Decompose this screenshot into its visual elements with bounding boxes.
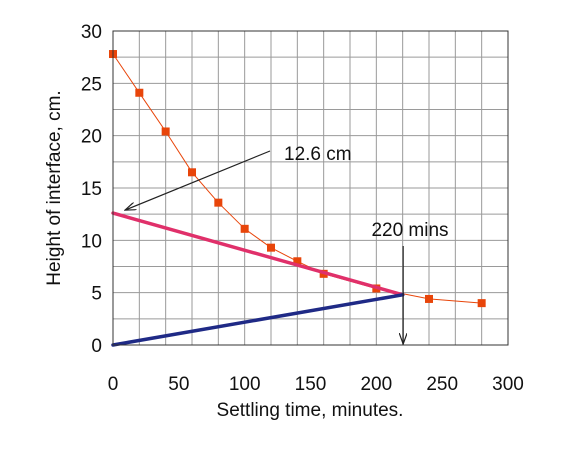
data-point	[161, 127, 170, 136]
y-tick-label: 5	[91, 284, 102, 305]
y-tick-label: 10	[81, 231, 102, 252]
y-tick-label: 30	[81, 22, 102, 43]
data-point	[240, 224, 249, 233]
annotations: 12.6 cm 220 mins	[125, 144, 449, 344]
series-line	[111, 211, 405, 297]
y-axis-label: Height of interface, cm.	[44, 90, 65, 285]
y-tick-label: 20	[81, 127, 102, 148]
x-tick-label: 0	[108, 374, 119, 395]
y-tick-label: 15	[81, 179, 102, 200]
annotation-arrow	[125, 150, 271, 210]
x-axis-label: Settling time, minutes.	[217, 400, 404, 421]
x-tick-label: 150	[295, 374, 327, 395]
data-point	[214, 198, 223, 207]
y-tick-label: 0	[91, 336, 102, 357]
data-point	[188, 168, 196, 177]
x-tick-label: 100	[229, 374, 261, 395]
data-point	[135, 88, 144, 97]
data-point	[267, 243, 275, 252]
y-tick-label: 25	[81, 74, 102, 95]
x-tick-label: 50	[168, 374, 189, 395]
series-3	[111, 293, 405, 347]
annotation-label: 220 mins	[371, 220, 448, 241]
series-line	[111, 293, 405, 347]
x-tick-label: 250	[426, 374, 458, 395]
annotation-label: 12.6 cm	[284, 144, 352, 165]
x-tick-label: 300	[492, 374, 524, 395]
data-point	[477, 299, 486, 308]
data-point	[293, 257, 302, 266]
series-2	[111, 211, 405, 297]
tick-labels: 0 50 100 150 200 250 300 0 5 10 15 20 25 30	[81, 22, 524, 395]
x-tick-label: 200	[360, 374, 392, 395]
plot-frame	[112, 30, 509, 346]
data-point	[425, 294, 433, 303]
grid	[113, 31, 508, 345]
